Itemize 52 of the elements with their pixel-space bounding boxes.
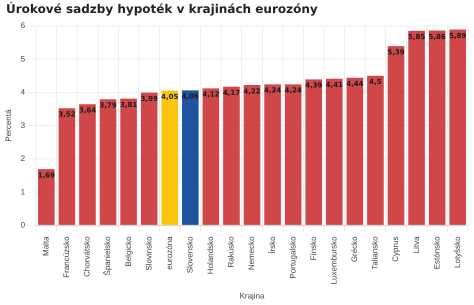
x-tick-label: Grécko (350, 236, 360, 262)
x-tick-label: Nemecko (247, 236, 256, 270)
x-tick-label: Lotyšsko (452, 236, 462, 268)
x-tick-label: Írsko (268, 236, 277, 254)
x-tick-label: Francúzsko (62, 236, 72, 278)
bar (305, 79, 322, 225)
chart-title: Úrokové sadzby hypoték v krajinách eurozóny (6, 2, 318, 16)
x-tick-label: Taliansko (370, 236, 380, 270)
bar (79, 104, 96, 225)
bar (264, 84, 281, 225)
y-tick-label: 4 (20, 88, 26, 97)
x-tick-label: Chorvátsko (82, 236, 92, 277)
x-tick-label: Malta (42, 236, 51, 256)
y-tick-label: 6 (20, 21, 26, 30)
x-tick-label: Estónsko (432, 236, 442, 270)
x-tick-label: Belgicko (124, 236, 133, 267)
bar (120, 98, 137, 225)
y-tick-label: 1 (20, 187, 26, 196)
bar (326, 78, 343, 225)
bar (100, 99, 116, 225)
bar (202, 88, 220, 225)
y-tick-label: 0 (20, 220, 26, 230)
x-tick-label: eurozóna (164, 236, 174, 270)
y-tick-label: 3 (20, 120, 26, 130)
bar (428, 30, 446, 225)
x-tick-label: Slovinsko (144, 236, 154, 271)
bar (388, 46, 404, 225)
x-tick-label: Španielsko (103, 236, 112, 276)
bar (140, 92, 158, 225)
x-tick-label: Luxembursko (330, 236, 339, 284)
bar (408, 30, 425, 225)
y-tick-label: 2 (20, 154, 26, 164)
bar (284, 84, 302, 225)
y-tick-label: 5 (20, 54, 26, 64)
x-tick-label: Holandsko (206, 236, 216, 274)
bar (58, 108, 76, 225)
bar (367, 76, 384, 225)
y-axis-title: Percentá (4, 109, 14, 142)
bar (38, 169, 55, 225)
x-tick-label: Fínsko (308, 236, 318, 260)
bar (223, 86, 240, 225)
x-tick-label: Rakúsko (226, 236, 236, 268)
bar (161, 90, 178, 225)
x-tick-label: Portugalsko (288, 236, 298, 279)
x-tick-label: Litva (412, 236, 421, 254)
bar (449, 29, 466, 225)
bar (182, 90, 199, 225)
x-tick-label: Slovensko (186, 236, 195, 274)
x-tick-label: Cyprus (391, 236, 400, 262)
bar (244, 85, 260, 225)
bar (346, 78, 364, 225)
x-axis-title: Krajina (240, 291, 266, 300)
